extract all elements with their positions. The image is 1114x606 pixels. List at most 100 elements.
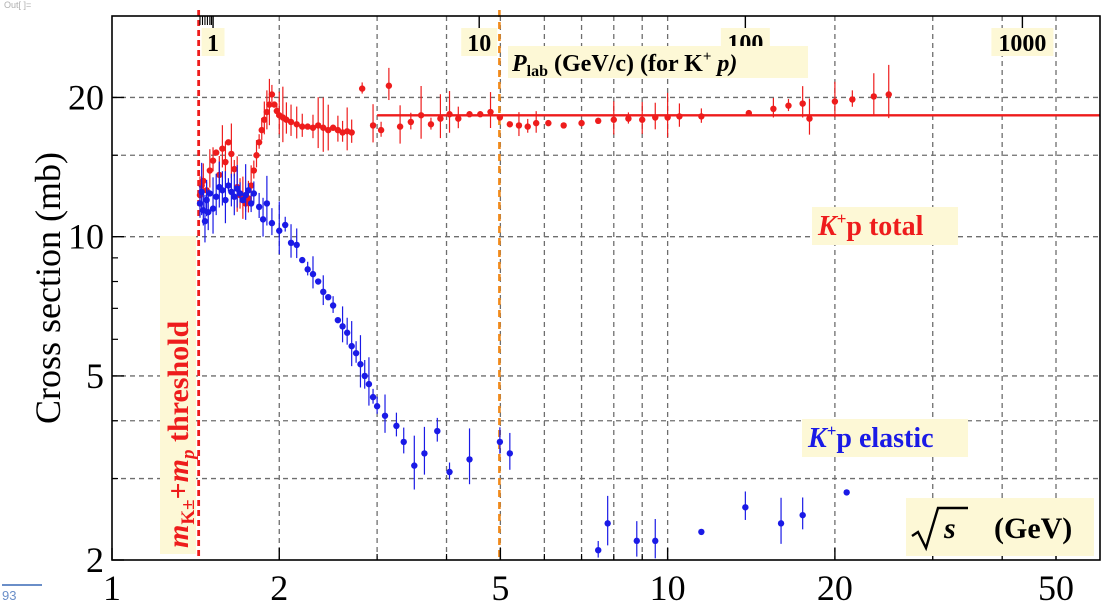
- total-point: [325, 126, 332, 134]
- elastic-point: [393, 422, 400, 430]
- total-point: [299, 123, 306, 130]
- total-point: [652, 114, 659, 121]
- total-point: [209, 157, 217, 164]
- total-point: [745, 109, 753, 117]
- total-point: [806, 115, 813, 122]
- total-point: [263, 108, 271, 116]
- top-tick-label-bg: [201, 28, 225, 56]
- x-tick-label: 2: [270, 568, 288, 606]
- x-axis-label-var: s: [943, 512, 956, 545]
- elastic-point: [205, 208, 212, 216]
- elastic-point: [320, 288, 327, 296]
- y-tick-label: 2: [86, 540, 104, 580]
- total-point: [314, 122, 322, 129]
- elastic-point: [250, 190, 258, 197]
- total-point: [427, 121, 435, 128]
- x-axis-label-unit: (GeV): [994, 512, 1072, 545]
- threshold-label: mK±+mp threshold: [162, 321, 199, 548]
- elastic-point: [247, 200, 255, 207]
- notebook-output-label: Out[ ]=: [0, 0, 40, 12]
- plot-frame: [111, 15, 1101, 561]
- elastic-point: [228, 188, 235, 196]
- total-point: [219, 145, 226, 152]
- total-point: [437, 115, 444, 122]
- top-tick-label-bg: [991, 28, 1054, 56]
- total-point: [258, 126, 265, 134]
- y-tick-label: 10: [68, 217, 104, 257]
- elastic-point: [325, 293, 332, 301]
- total-point: [348, 129, 355, 136]
- top-axis-title: Plab (GeV/c) (for K+ p): [511, 49, 737, 80]
- total-point: [417, 112, 425, 119]
- top-tick-label-bg: [461, 28, 498, 56]
- elastic-point: [365, 380, 373, 388]
- total-point: [255, 139, 263, 146]
- total-point: [261, 116, 268, 123]
- total-point: [320, 124, 327, 131]
- total-point: [268, 91, 276, 98]
- total-point: [309, 124, 317, 131]
- elastic-point: [209, 205, 217, 212]
- elastic-point: [496, 438, 504, 446]
- elastic-point: [233, 185, 241, 192]
- total-point: [506, 121, 514, 128]
- elastic-point: [652, 537, 659, 545]
- total-point: [396, 123, 404, 130]
- top-tick-label: 10: [467, 31, 491, 57]
- elastic-point: [506, 450, 514, 457]
- elastic-point: [212, 193, 220, 200]
- total-point: [885, 91, 892, 98]
- total-point: [849, 96, 856, 103]
- y-axis-label: Cross section (mb): [28, 152, 68, 424]
- elastic-point: [282, 221, 289, 229]
- top-tick-label: 1: [207, 31, 219, 57]
- x-tick-label: 50: [1038, 568, 1074, 606]
- total-point: [253, 152, 260, 159]
- total-point: [676, 113, 683, 120]
- elastic-point: [287, 239, 295, 247]
- top-tick-label: 1000: [998, 31, 1046, 57]
- elastic-series-label: K+p elastic: [807, 421, 934, 454]
- elastic-point: [201, 218, 209, 225]
- total-point: [228, 150, 235, 158]
- elastic-point: [293, 241, 300, 249]
- elastic-point: [304, 266, 311, 273]
- elastic-point: [369, 393, 377, 401]
- elastic-point: [206, 190, 214, 197]
- elastic-point: [357, 361, 364, 368]
- elastic-series-label-bg: [802, 419, 968, 457]
- total-point: [247, 182, 255, 189]
- plot-border: [111, 15, 1101, 561]
- total-point: [369, 122, 377, 129]
- y-tick-label: 20: [68, 77, 104, 117]
- total-point: [524, 123, 531, 130]
- total-point: [487, 108, 494, 116]
- total-point: [578, 119, 585, 127]
- elastic-point: [329, 302, 337, 309]
- overlays: [197, 10, 1100, 560]
- elastic-point: [231, 193, 238, 200]
- elastic-point: [777, 520, 785, 527]
- total-point: [610, 116, 617, 123]
- elastic-point: [245, 187, 252, 194]
- elastic-point: [843, 489, 850, 496]
- elastic-point: [411, 462, 418, 469]
- total-point: [212, 149, 220, 156]
- total-series-label-bg: [812, 207, 958, 245]
- total-point: [770, 105, 777, 113]
- total-point: [225, 139, 232, 146]
- total-point: [799, 100, 806, 107]
- elastic-points: [196, 161, 850, 559]
- grid: [112, 16, 1100, 560]
- total-point: [385, 82, 393, 89]
- x-tick-label: 10: [650, 568, 686, 606]
- cell-number: 93: [2, 588, 17, 603]
- elastic-point: [219, 187, 226, 194]
- elastic-point: [799, 511, 806, 519]
- top-axis-title-bg: [508, 46, 808, 78]
- total-point: [625, 115, 632, 122]
- elastic-point: [263, 200, 271, 207]
- elastic-point: [373, 403, 381, 410]
